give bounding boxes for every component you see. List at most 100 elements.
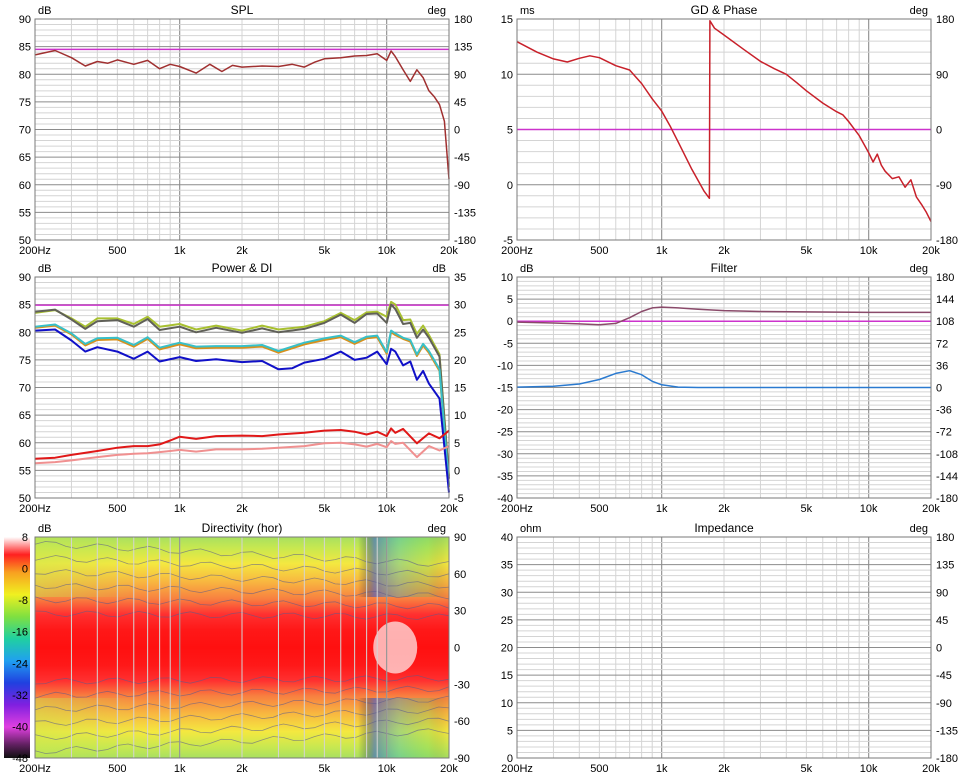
y-right-tick-label: -180 xyxy=(936,753,958,765)
x-tick-label: 5k xyxy=(801,245,813,257)
series-line xyxy=(516,369,931,389)
colorbar-tick-label: 0 xyxy=(22,564,28,576)
x-tick-label: 500 xyxy=(590,763,608,775)
y-tick-label: -35 xyxy=(497,471,513,483)
chart-title: Filter xyxy=(711,261,738,275)
series-line xyxy=(34,328,450,493)
x-tick-label: 500 xyxy=(108,503,126,515)
y-right-tick-label: -180 xyxy=(454,235,476,247)
y-right-tick-label: 5 xyxy=(454,438,460,450)
x-tick-label: 200Hz xyxy=(501,763,533,775)
chart-panel-3: Filter dB deg 10 5 0 -5 -10 -15 -20 -25 -30 -35 -40 18… xyxy=(497,261,958,515)
x-tick-label: 200Hz xyxy=(501,245,533,257)
chart-panel-0: SPL dB deg 90 85 80 75 70 65 60 55 50 180 135 90 45 0 -45… xyxy=(19,3,476,257)
x-tick-label: 2k xyxy=(236,503,248,515)
y-right-axis-unit: deg xyxy=(910,523,928,535)
y-right-tick-label: 180 xyxy=(936,272,954,284)
y-right-tick-label: 180 xyxy=(936,532,954,544)
y-right-tick-label: -180 xyxy=(936,235,958,247)
y-right-tick-label: -90 xyxy=(454,180,470,192)
y-tick-label: -15 xyxy=(497,383,513,395)
x-tick-label: 5k xyxy=(319,763,331,775)
x-tick-label: 10k xyxy=(860,503,878,515)
y-tick-label: 30 xyxy=(501,587,513,599)
series-line xyxy=(34,300,450,476)
y-tick-label: 15 xyxy=(501,14,513,26)
y-tick-label: 75 xyxy=(19,355,31,367)
y-right-tick-label: 90 xyxy=(936,587,948,599)
y-tick-label: -20 xyxy=(497,405,513,417)
x-tick-label: 200Hz xyxy=(501,503,533,515)
chart-panel-4: 8 0 -8 -16 -24 -32 -40 -48 90 60 30 0 -30 -60 -90 Direc… xyxy=(4,521,470,775)
y-tick-label: -30 xyxy=(497,449,513,461)
colorbar-tick-label: -24 xyxy=(12,658,28,670)
x-tick-label: 2k xyxy=(718,763,730,775)
y-tick-label: 15 xyxy=(501,670,513,682)
y-tick-label: 65 xyxy=(19,410,31,422)
y-right-axis-unit: deg xyxy=(910,263,928,275)
y-tick-label: 50 xyxy=(19,493,31,505)
series-line xyxy=(34,49,450,180)
plot-frame xyxy=(516,536,932,759)
y-tick-label: 0 xyxy=(507,180,513,192)
y-axis-unit: ohm xyxy=(520,523,541,535)
plot-frame xyxy=(516,18,932,241)
x-tick-label: 5k xyxy=(801,503,813,515)
y-axis-unit: dB xyxy=(38,5,51,17)
y-right-axis-unit: deg xyxy=(428,5,446,17)
y-tick-label: 5 xyxy=(507,294,513,306)
x-tick-label: 20k xyxy=(922,763,940,775)
x-tick-label: 1k xyxy=(174,503,186,515)
y-tick-label: 75 xyxy=(19,97,31,109)
chart-title: Power & DI xyxy=(212,261,273,275)
x-tick-label: 1k xyxy=(656,763,668,775)
x-tick-label: 5k xyxy=(319,245,331,257)
y-tick-label: 85 xyxy=(19,300,31,312)
x-tick-label: 2k xyxy=(236,245,248,257)
colorbar xyxy=(4,537,30,758)
y-right-tick-label: 90 xyxy=(936,69,948,81)
y-tick-label: 90 xyxy=(19,272,31,284)
y-right-tick-label: -135 xyxy=(936,725,958,737)
y-tick-label: 70 xyxy=(19,383,31,395)
y-right-tick-label: -5 xyxy=(454,493,464,505)
y-right-tick-label: 45 xyxy=(454,97,466,109)
y-tick-label: 10 xyxy=(501,698,513,710)
x-tick-label: 200Hz xyxy=(19,503,51,515)
y-right-tick-label: 180 xyxy=(936,14,954,26)
y-right-tick-label: -30 xyxy=(454,679,470,691)
plot-frame xyxy=(34,276,450,499)
x-tick-label: 10k xyxy=(378,503,396,515)
y-tick-label: 5 xyxy=(507,725,513,737)
chart-panel-1: GD & Phase ms deg 15 10 5 0 -5 180 90 0 -90 -180 200H… xyxy=(501,3,958,257)
y-right-tick-label: -60 xyxy=(454,716,470,728)
colorbar-tick-label: -16 xyxy=(12,627,28,639)
y-right-tick-label: 0 xyxy=(454,643,460,655)
x-tick-label: 10k xyxy=(860,245,878,257)
y-tick-label: 60 xyxy=(19,180,31,192)
x-tick-label: 5k xyxy=(801,763,813,775)
y-tick-label: 85 xyxy=(19,42,31,54)
y-axis-unit: ms xyxy=(520,5,535,17)
x-tick-label: 1k xyxy=(174,245,186,257)
colorbar-tick-label: -40 xyxy=(12,721,28,733)
y-tick-label: 20 xyxy=(501,643,513,655)
x-tick-label: 10k xyxy=(378,763,396,775)
x-tick-label: 20k xyxy=(440,245,458,257)
y-tick-label: 90 xyxy=(19,14,31,26)
x-tick-label: 2k xyxy=(718,245,730,257)
y-right-tick-label: -135 xyxy=(454,207,476,219)
x-tick-label: 500 xyxy=(590,503,608,515)
y-axis-unit: dB xyxy=(38,263,51,275)
y-right-tick-label: 135 xyxy=(454,42,472,54)
x-tick-label: 20k xyxy=(922,245,940,257)
chart-title: SPL xyxy=(231,3,254,17)
chart-panel-5: Impedance ohm deg 40 35 30 25 20 15 10 5 0 180 135 90 4… xyxy=(501,521,958,775)
y-right-tick-label: -180 xyxy=(936,493,958,505)
y-tick-label: -10 xyxy=(497,360,513,372)
y-right-tick-label: 135 xyxy=(936,560,954,572)
y-tick-label: 0 xyxy=(507,753,513,765)
series-line xyxy=(34,303,450,479)
x-tick-label: 1k xyxy=(656,503,668,515)
